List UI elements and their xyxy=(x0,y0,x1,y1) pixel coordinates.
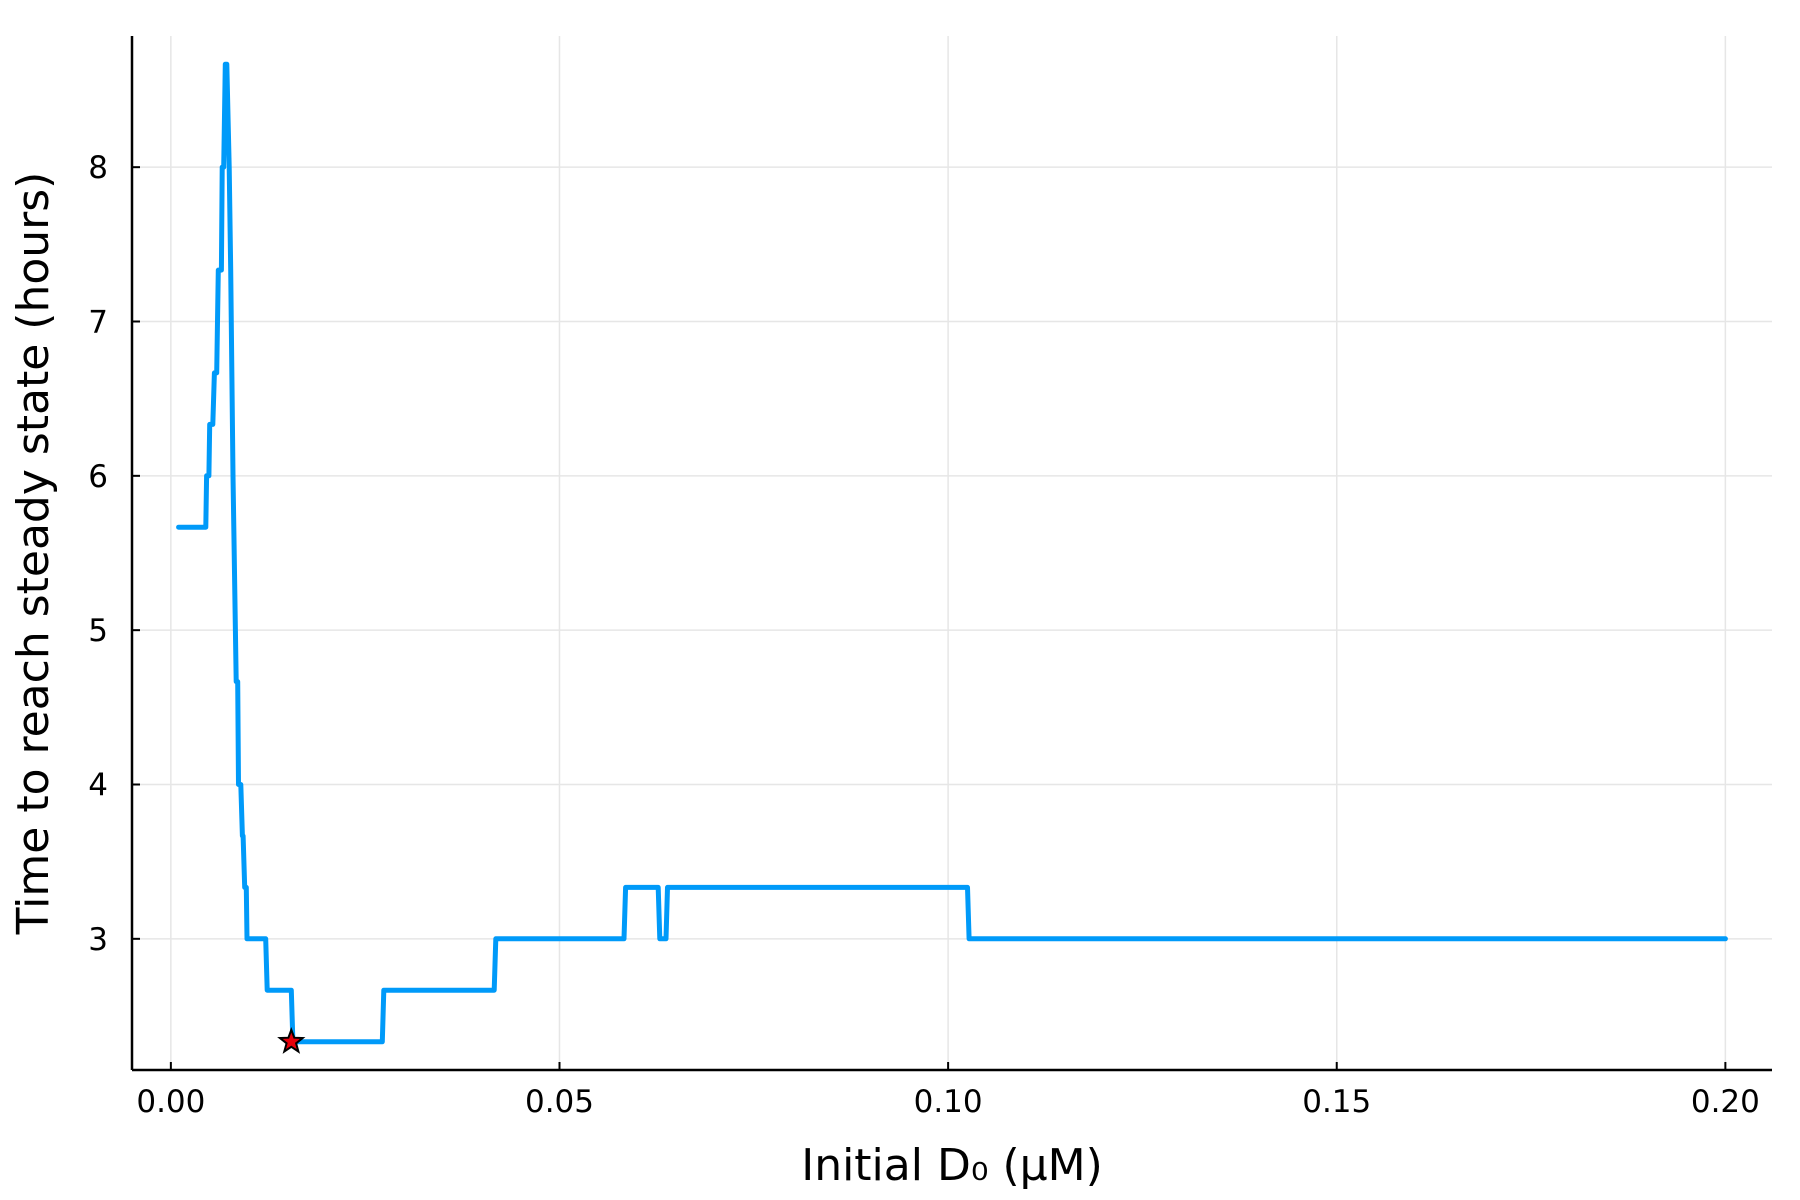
y-tick-label: 8 xyxy=(88,150,108,186)
series-layer xyxy=(176,61,1728,1054)
grid xyxy=(132,36,1772,1070)
y-tick-label: 5 xyxy=(88,613,108,649)
axes xyxy=(130,36,1772,1072)
y-tick-label: 6 xyxy=(88,459,108,495)
series-line xyxy=(176,61,1728,1045)
x-axis-title: Initial D₀ (μM) xyxy=(801,1140,1103,1191)
y-tick-label: 3 xyxy=(88,922,108,958)
x-tick-label: 0.20 xyxy=(1691,1084,1760,1120)
x-tick-label: 0.15 xyxy=(1302,1084,1371,1120)
y-tick-label: 7 xyxy=(88,305,108,341)
x-tick-label: 0.05 xyxy=(525,1084,594,1120)
x-tick-label: 0.10 xyxy=(914,1084,983,1120)
x-tick-label: 0.00 xyxy=(136,1084,205,1120)
star-marker xyxy=(277,1026,306,1054)
y-axis-title: Time to reach steady state (hours) xyxy=(8,172,59,936)
ticks: 0.00 0.05 0.10 0.15 0.20 3 4 5 6 7 8 xyxy=(88,150,1760,1120)
y-tick-label: 4 xyxy=(88,767,108,803)
